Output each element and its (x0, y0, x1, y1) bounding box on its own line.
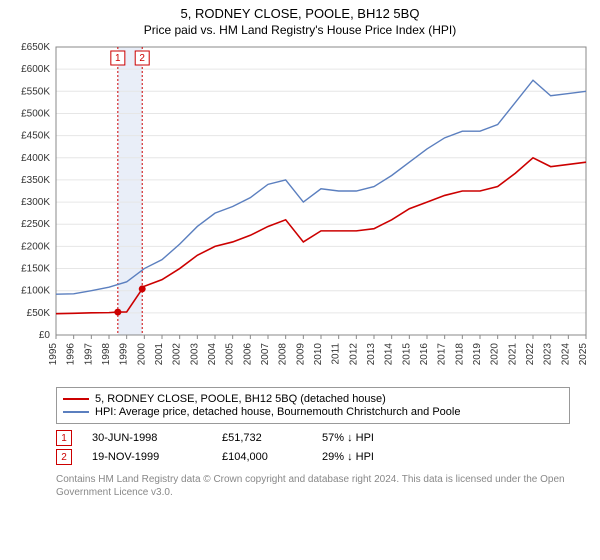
svg-text:£500K: £500K (21, 108, 50, 119)
svg-text:£300K: £300K (21, 197, 50, 208)
svg-text:£450K: £450K (21, 131, 50, 142)
price-chart: £0 £50K £100K £150K £200K £250K £300K £350K £400… (0, 41, 600, 381)
legend-item: 5, RODNEY CLOSE, POOLE, BH12 5BQ (detach… (63, 393, 563, 405)
svg-text:2017: 2017 (437, 343, 448, 366)
legend: 5, RODNEY CLOSE, POOLE, BH12 5BQ (detach… (56, 387, 570, 424)
svg-text:2015: 2015 (401, 343, 412, 366)
legend-label: 5, RODNEY CLOSE, POOLE, BH12 5BQ (detach… (95, 393, 386, 405)
svg-text:2023: 2023 (543, 343, 554, 366)
svg-text:£200K: £200K (21, 241, 50, 252)
svg-text:2022: 2022 (525, 343, 536, 366)
svg-text:2004: 2004 (207, 343, 218, 366)
svg-text:2003: 2003 (189, 343, 200, 366)
svg-text:2013: 2013 (366, 343, 377, 366)
svg-text:£50K: £50K (27, 308, 51, 319)
transaction-price: £51,732 (222, 432, 302, 444)
svg-text:£250K: £250K (21, 219, 50, 230)
svg-text:2018: 2018 (454, 343, 465, 366)
svg-text:2: 2 (139, 53, 145, 64)
svg-text:2025: 2025 (578, 343, 589, 366)
svg-text:2008: 2008 (278, 343, 289, 366)
svg-text:2005: 2005 (225, 343, 236, 366)
page-subtitle: Price paid vs. HM Land Registry's House … (0, 21, 600, 41)
page-title: 5, RODNEY CLOSE, POOLE, BH12 5BQ (0, 0, 600, 21)
svg-text:2012: 2012 (348, 343, 359, 366)
svg-text:2014: 2014 (384, 343, 395, 366)
svg-text:2002: 2002 (172, 343, 183, 366)
svg-text:2016: 2016 (419, 343, 430, 366)
transaction-price: £104,000 (222, 451, 302, 463)
transaction-badge: 1 (56, 430, 72, 446)
transaction-badge: 2 (56, 449, 72, 465)
transaction-date: 30-JUN-1998 (92, 432, 202, 444)
svg-text:£350K: £350K (21, 175, 50, 186)
transaction-vs-hpi: 29% ↓ HPI (322, 451, 374, 463)
svg-text:£150K: £150K (21, 264, 50, 275)
transaction-row: 2 19-NOV-1999 £104,000 29% ↓ HPI (56, 449, 570, 465)
svg-text:1995: 1995 (48, 343, 59, 366)
svg-text:£600K: £600K (21, 64, 50, 75)
svg-text:1997: 1997 (83, 343, 94, 366)
legend-item: HPI: Average price, detached house, Bour… (63, 406, 563, 418)
svg-text:1: 1 (115, 53, 121, 64)
svg-text:2007: 2007 (260, 343, 271, 366)
svg-text:2019: 2019 (472, 343, 483, 366)
svg-text:£0: £0 (39, 330, 51, 341)
svg-text:2006: 2006 (242, 343, 253, 366)
footnote: Contains HM Land Registry data © Crown c… (56, 473, 570, 499)
svg-text:2021: 2021 (507, 343, 518, 366)
svg-text:2024: 2024 (560, 343, 571, 366)
transaction-vs-hpi: 57% ↓ HPI (322, 432, 374, 444)
legend-swatch (63, 411, 89, 413)
svg-text:£400K: £400K (21, 153, 50, 164)
svg-text:2009: 2009 (295, 343, 306, 366)
transaction-date: 19-NOV-1999 (92, 451, 202, 463)
transaction-row: 1 30-JUN-1998 £51,732 57% ↓ HPI (56, 430, 570, 446)
svg-text:1998: 1998 (101, 343, 112, 366)
svg-text:2010: 2010 (313, 343, 324, 366)
svg-text:2000: 2000 (136, 343, 147, 366)
svg-text:£650K: £650K (21, 42, 50, 53)
svg-text:2020: 2020 (490, 343, 501, 366)
svg-text:2011: 2011 (331, 343, 342, 365)
legend-swatch (63, 398, 89, 400)
svg-text:1996: 1996 (66, 343, 77, 366)
svg-text:1999: 1999 (119, 343, 130, 366)
transactions: 1 30-JUN-1998 £51,732 57% ↓ HPI 2 19-NOV-1999… (56, 430, 570, 465)
svg-text:2001: 2001 (154, 343, 165, 366)
svg-text:£550K: £550K (21, 86, 50, 97)
legend-label: HPI: Average price, detached house, Bour… (95, 406, 460, 418)
svg-text:£100K: £100K (21, 286, 50, 297)
